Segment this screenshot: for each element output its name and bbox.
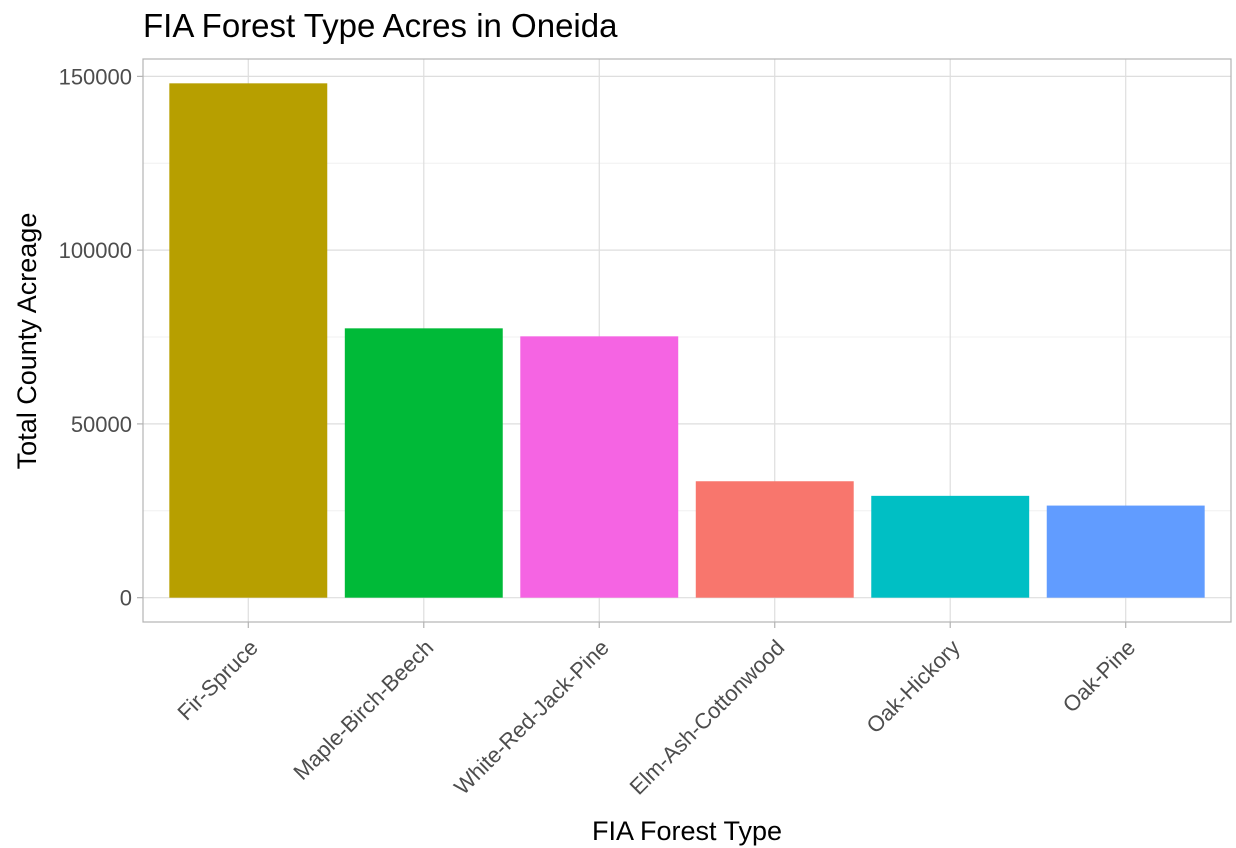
x-tick-label: Fir-Spruce (173, 635, 263, 725)
y-tick-label: 150000 (59, 64, 132, 89)
y-tick-label: 100000 (59, 238, 132, 263)
bar-elm-ash-cottonwood (695, 481, 854, 598)
x-axis: Fir-Spruce Maple-Birch-Beech White-Red-Jac… (173, 622, 1141, 800)
x-tick-label: Oak-Pine (1058, 635, 1141, 718)
bars (169, 83, 1205, 598)
chart-title: FIA Forest Type Acres in Oneida (143, 7, 618, 44)
y-axis: 0 50000 100000 150000 (59, 64, 143, 611)
bar-oak-hickory (871, 495, 1030, 598)
bar-oak-pine (1046, 505, 1205, 598)
x-tick-label: Elm-Ash-Cottonwood (625, 635, 790, 800)
x-tick-label: White-Red-Jack-Pine (449, 635, 614, 800)
y-axis-title: Total County Acreage (12, 213, 42, 470)
panel-border (142, 58, 1232, 623)
bar-maple-birch-beech (344, 328, 503, 598)
y-tick-label: 0 (120, 586, 132, 611)
y-tick-label: 50000 (71, 412, 132, 437)
bar-fir-spruce (169, 83, 328, 598)
x-tick-label: Oak-Hickory (862, 635, 965, 738)
x-tick-label: Maple-Birch-Beech (288, 635, 438, 785)
bar-white-red-jack-pine (520, 336, 679, 598)
plot-panel (142, 58, 1232, 623)
x-axis-title: FIA Forest Type (592, 816, 782, 846)
